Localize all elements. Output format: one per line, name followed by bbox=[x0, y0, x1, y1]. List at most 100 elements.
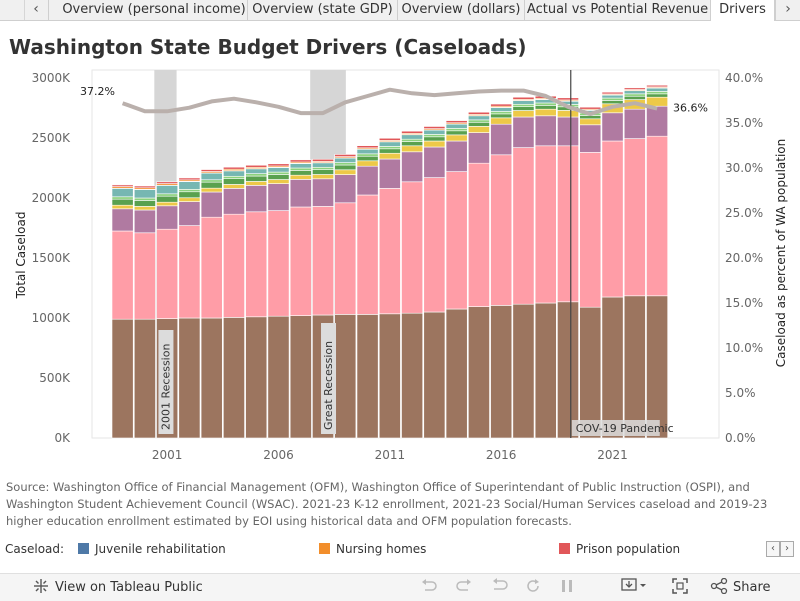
bar-segment bbox=[268, 316, 289, 438]
bar-segment bbox=[134, 186, 155, 188]
bar-segment bbox=[624, 296, 645, 438]
bar-segment bbox=[223, 171, 244, 176]
share-icon[interactable] bbox=[710, 578, 728, 598]
fullscreen-icon[interactable] bbox=[672, 578, 688, 598]
legend-prev-button[interactable]: ‹ bbox=[766, 541, 780, 557]
y-tick-label: 1000K bbox=[32, 311, 72, 325]
bar-segment bbox=[312, 174, 333, 178]
bar-segment bbox=[446, 121, 467, 123]
bar-segment bbox=[157, 185, 178, 193]
bar-segment bbox=[446, 128, 467, 130]
x-tick-label: 2001 bbox=[152, 448, 183, 462]
y-tick-label: 0K bbox=[54, 431, 71, 445]
bar-segment bbox=[602, 98, 623, 100]
legend-next-button[interactable]: › bbox=[780, 541, 794, 557]
bar-segment bbox=[535, 146, 556, 303]
bar-segment bbox=[646, 85, 667, 87]
legend-item-nursing-homes[interactable]: Nursing homes bbox=[319, 542, 426, 556]
bar-segment bbox=[535, 109, 556, 116]
legend-item-juvenile-rehabilitation[interactable]: Juvenile rehabilitation bbox=[78, 542, 226, 556]
bar-segment bbox=[246, 169, 267, 174]
bar-segment bbox=[424, 178, 445, 312]
tab-drivers[interactable]: Drivers bbox=[711, 0, 775, 21]
bar-segment bbox=[468, 163, 489, 306]
bar-segment bbox=[379, 188, 400, 313]
tabs-scroll-left-button[interactable] bbox=[0, 0, 25, 20]
chevron-right-icon: › bbox=[785, 1, 791, 17]
bar-segment bbox=[201, 192, 222, 217]
bar-segment bbox=[134, 210, 155, 233]
bar-segment bbox=[335, 158, 356, 163]
bar-segment bbox=[223, 167, 244, 169]
bar-segment bbox=[112, 185, 133, 187]
bar-segment bbox=[624, 109, 645, 138]
bar-segment bbox=[268, 211, 289, 317]
bar-segment bbox=[468, 112, 489, 114]
pandemic-label: COV-19 Pandemic bbox=[576, 422, 674, 435]
bar-segment bbox=[246, 317, 267, 438]
tab-overview-dollars[interactable]: Overview (dollars) bbox=[398, 0, 525, 20]
bar-segment bbox=[580, 107, 601, 109]
bar-segment bbox=[246, 185, 267, 211]
tab-overview-state-gdp[interactable]: Overview (state GDP) bbox=[248, 0, 398, 20]
bar-segment bbox=[602, 95, 623, 98]
bar-segment bbox=[246, 176, 267, 181]
x-tick-label: 2021 bbox=[597, 448, 628, 462]
chevron-left-icon bbox=[10, 1, 14, 17]
bar-segment bbox=[201, 188, 222, 192]
bar-segment bbox=[268, 164, 289, 166]
bar-segment bbox=[312, 159, 333, 161]
percent-first-label: 37.2% bbox=[80, 85, 115, 98]
bar-segment bbox=[557, 98, 578, 100]
bar-segment bbox=[513, 304, 534, 438]
redo-icon[interactable] bbox=[455, 578, 473, 598]
undo-icon[interactable] bbox=[420, 578, 438, 598]
bar-segment bbox=[157, 229, 178, 318]
bar-segment bbox=[335, 170, 356, 175]
bar-segment bbox=[201, 173, 222, 180]
bar-segment bbox=[402, 139, 423, 141]
bar-segment bbox=[491, 111, 512, 113]
bar-segment bbox=[268, 180, 289, 184]
bar-segment bbox=[112, 209, 133, 231]
bar-segment bbox=[535, 303, 556, 438]
bar-segment bbox=[624, 88, 645, 90]
legend-item-prison-population[interactable]: Prison population bbox=[559, 542, 680, 556]
bar-segment bbox=[491, 114, 512, 118]
revert-icon[interactable] bbox=[490, 578, 508, 598]
tabs-prev-button[interactable]: ‹ bbox=[24, 0, 49, 20]
bar-segment bbox=[290, 164, 311, 168]
bar-segment bbox=[513, 111, 534, 117]
tab-overview-personal-income[interactable]: Overview (personal income) bbox=[61, 0, 248, 20]
bar-segment bbox=[602, 100, 623, 103]
tab-bar: ‹ Overview (personal income) Overview (s… bbox=[0, 0, 800, 21]
y2-tick-label: 25.0% bbox=[725, 206, 763, 220]
bar-segment bbox=[312, 163, 333, 167]
view-on-tableau-public-link[interactable]: View on Tableau Public bbox=[55, 580, 203, 595]
bar-segment bbox=[557, 110, 578, 117]
bar-segment bbox=[379, 159, 400, 188]
bar-segment bbox=[268, 172, 289, 174]
bar-segment bbox=[446, 141, 467, 172]
bar-segment bbox=[602, 297, 623, 438]
download-icon[interactable] bbox=[621, 578, 647, 598]
bar-segment bbox=[602, 92, 623, 94]
bar-segment bbox=[379, 146, 400, 148]
y2-tick-label: 10.0% bbox=[725, 341, 763, 355]
bar-segment bbox=[468, 116, 489, 120]
share-button[interactable]: Share bbox=[733, 580, 771, 595]
tabs-next-button[interactable]: › bbox=[775, 0, 800, 20]
bar-segment bbox=[290, 168, 311, 170]
percent-last-label: 36.6% bbox=[673, 102, 708, 115]
bar-segment bbox=[357, 195, 378, 314]
bar-segment bbox=[580, 152, 601, 307]
toolbar-footer: View on Tableau Public Share bbox=[0, 573, 800, 601]
bar-segment bbox=[201, 170, 222, 172]
bar-segment bbox=[513, 117, 534, 148]
pause-icon[interactable] bbox=[560, 578, 574, 598]
bar-segment bbox=[424, 126, 445, 128]
refresh-icon[interactable] bbox=[525, 578, 541, 598]
bar-segment bbox=[513, 104, 534, 106]
tab-actual-vs-potential-revenue[interactable]: Actual vs Potential Revenue bbox=[525, 0, 711, 20]
